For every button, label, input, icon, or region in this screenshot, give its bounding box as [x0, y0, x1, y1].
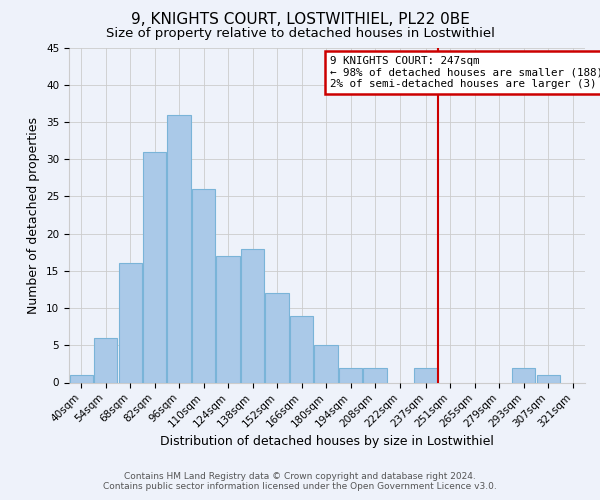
Bar	[364, 368, 387, 382]
Bar	[192, 189, 215, 382]
Text: Contains HM Land Registry data © Crown copyright and database right 2024.
Contai: Contains HM Land Registry data © Crown c…	[103, 472, 497, 491]
Bar	[70, 375, 93, 382]
Bar	[94, 338, 118, 382]
Bar	[217, 256, 240, 382]
Bar	[536, 375, 560, 382]
Bar	[339, 368, 362, 382]
Text: Size of property relative to detached houses in Lostwithiel: Size of property relative to detached ho…	[106, 28, 494, 40]
Bar	[265, 293, 289, 382]
Bar	[512, 368, 535, 382]
Bar	[143, 152, 166, 382]
Text: 9 KNIGHTS COURT: 247sqm
← 98% of detached houses are smaller (188)
2% of semi-de: 9 KNIGHTS COURT: 247sqm ← 98% of detache…	[329, 56, 600, 89]
Bar	[119, 264, 142, 382]
Bar	[167, 114, 191, 382]
Bar	[314, 346, 338, 383]
X-axis label: Distribution of detached houses by size in Lostwithiel: Distribution of detached houses by size …	[160, 434, 494, 448]
Y-axis label: Number of detached properties: Number of detached properties	[28, 116, 40, 314]
Text: 9, KNIGHTS COURT, LOSTWITHIEL, PL22 0BE: 9, KNIGHTS COURT, LOSTWITHIEL, PL22 0BE	[131, 12, 469, 28]
Bar	[290, 316, 313, 382]
Bar	[241, 248, 265, 382]
Bar	[414, 368, 437, 382]
